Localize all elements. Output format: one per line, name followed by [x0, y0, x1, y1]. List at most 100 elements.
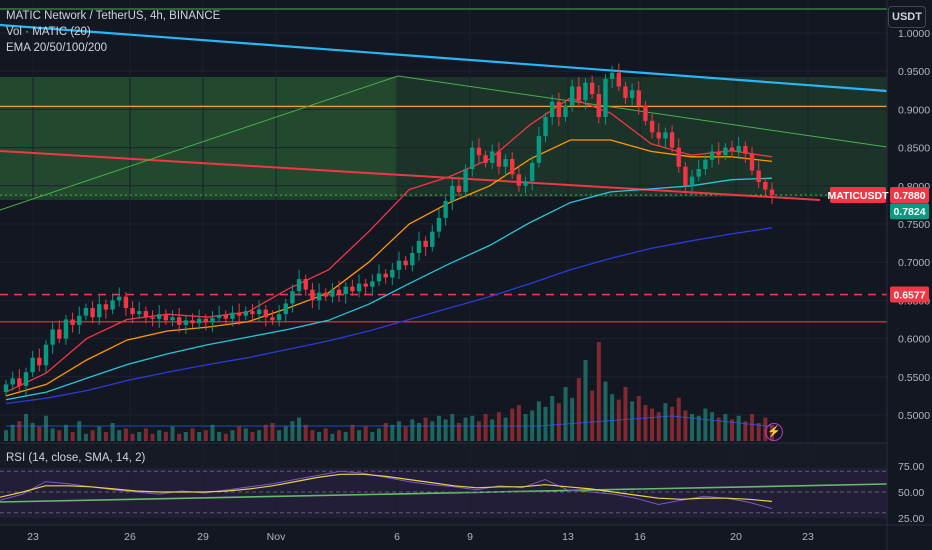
- candle-body: [83, 308, 89, 316]
- candle-body: [656, 132, 661, 139]
- volume-bar: [310, 430, 315, 441]
- candle-body: [37, 357, 42, 366]
- candle-body: [310, 289, 315, 301]
- volume-bar: [110, 423, 115, 441]
- time-tick-label: 13: [562, 531, 574, 543]
- symbol-tag-badge: MATICUSDT: [827, 186, 889, 203]
- candle-body: [463, 168, 468, 192]
- volume-bar: [210, 424, 215, 441]
- volume-bar: [703, 408, 708, 441]
- volume-bar: [50, 428, 55, 441]
- symbol-title[interactable]: MATIC Network / TetherUS, 4h, BINANCE: [6, 10, 221, 22]
- volume-bar: [730, 419, 735, 441]
- candle-body: [696, 168, 701, 177]
- price-labels: 1.00000.95000.90000.85000.80000.75000.70…: [27, 28, 930, 543]
- candle-body: [196, 318, 202, 324]
- price-tick-label: 0.6000: [898, 334, 930, 346]
- candle-body: [117, 296, 122, 301]
- price-tick-label: 0.7000: [898, 257, 930, 269]
- volume-bar: [503, 417, 508, 441]
- volume-bar: [243, 428, 248, 441]
- volume-bar: [337, 430, 342, 441]
- candle-body: [496, 151, 502, 167]
- volume-bar: [756, 423, 761, 441]
- ema-indicator-label[interactable]: EMA 20/50/100/200: [6, 42, 108, 54]
- candle-body: [137, 311, 142, 315]
- candle-body: [30, 357, 35, 373]
- candle-body: [676, 147, 681, 167]
- last-price-badge: 0.7880: [890, 186, 929, 203]
- volume-bar: [436, 415, 441, 441]
- triangle-drawing: [0, 75, 888, 211]
- volume-bar: [570, 397, 575, 441]
- candle-body: [10, 378, 15, 385]
- candle-body: [749, 153, 755, 171]
- candle-body: [736, 146, 741, 152]
- volume-bar: [23, 414, 28, 441]
- volume-bar: [610, 394, 615, 441]
- candle-body: [250, 311, 255, 315]
- candle-body: [396, 260, 402, 270]
- volume-bar: [270, 423, 275, 441]
- candle-body: [283, 303, 288, 315]
- volume-bar: [90, 430, 95, 441]
- candle-body: [763, 181, 768, 190]
- volume-bar: [410, 419, 415, 441]
- candle-body: [256, 309, 262, 315]
- currency-button[interactable]: USDT: [888, 6, 926, 28]
- volume-bar: [430, 421, 435, 441]
- support-level-badge-bg: [890, 286, 929, 303]
- volume-bar: [163, 432, 168, 441]
- candle-body: [363, 283, 368, 287]
- price-tick-label: 0.9500: [898, 66, 930, 78]
- candle-body: [483, 155, 488, 163]
- lightning-icon[interactable]: ⚡: [765, 423, 783, 441]
- volume-bar: [536, 401, 541, 441]
- price-tick-label: 0.5500: [898, 372, 930, 384]
- candle-body: [623, 86, 628, 98]
- volume-ma-line: [6, 415, 773, 427]
- volume-bar: [157, 430, 162, 441]
- volume-bar: [323, 428, 328, 441]
- rsi-indicator-label[interactable]: RSI (14, close, SMA, 14, 2): [6, 452, 146, 464]
- candle-body: [143, 311, 149, 318]
- time-tick-label: 6: [394, 531, 400, 543]
- volume-bar: [263, 424, 268, 441]
- candle-body: [343, 286, 348, 295]
- candle-body: [70, 319, 75, 325]
- candle-body: [636, 90, 641, 106]
- candle-body: [683, 166, 688, 186]
- candle-body: [450, 185, 455, 202]
- candle-body: [576, 86, 582, 101]
- rsi-tick-label: 75.00: [898, 461, 924, 473]
- ema-value-badge-text: 0.7824: [893, 206, 925, 218]
- candle-body: [443, 201, 448, 218]
- volume-bar: [283, 426, 288, 441]
- volume-bar: [596, 342, 601, 441]
- rsi-lines: [0, 470, 887, 514]
- volume-bar: [456, 423, 461, 441]
- volume-indicator-label[interactable]: Vol · MATIC (20): [6, 26, 91, 38]
- candle-body: [370, 281, 375, 287]
- candle-body: [43, 344, 49, 366]
- candle-body: [230, 312, 235, 319]
- candle-body: [90, 308, 95, 318]
- candle-body: [703, 159, 708, 169]
- last-price-badge-bg: [890, 186, 929, 203]
- time-tick-label: 26: [124, 531, 136, 543]
- candle-body: [296, 279, 302, 292]
- volume-bar: [650, 408, 655, 441]
- volume-bar: [83, 433, 88, 441]
- candle-body: [316, 292, 322, 301]
- candle-body: [543, 117, 548, 137]
- volume-bar: [377, 428, 382, 441]
- candle-body: [769, 189, 775, 195]
- candle-body: [556, 101, 562, 118]
- candle-body: [243, 311, 248, 316]
- candle-body: [583, 82, 588, 101]
- candle-body: [203, 318, 209, 323]
- volume-bar: [97, 426, 102, 441]
- candle-body: [330, 289, 335, 297]
- candle-body: [563, 105, 568, 118]
